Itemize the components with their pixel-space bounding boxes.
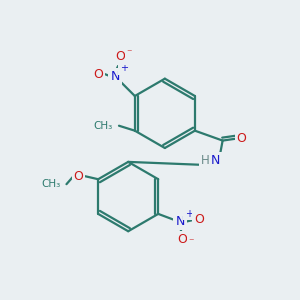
Text: O: O [115, 50, 125, 63]
Text: H: H [200, 154, 209, 167]
Text: +: + [120, 63, 128, 73]
Text: CH₃: CH₃ [41, 179, 61, 189]
Text: O: O [74, 170, 83, 183]
Text: +: + [185, 209, 193, 219]
Text: N: N [110, 70, 120, 83]
Text: O: O [177, 233, 187, 246]
Text: N: N [175, 215, 185, 228]
Text: O: O [93, 68, 103, 81]
Text: ⁻: ⁻ [126, 48, 132, 59]
Text: CH₃: CH₃ [94, 121, 113, 131]
Text: O: O [194, 213, 204, 226]
Text: ⁻: ⁻ [188, 238, 194, 248]
Text: O: O [236, 132, 246, 145]
Text: N: N [211, 154, 220, 167]
